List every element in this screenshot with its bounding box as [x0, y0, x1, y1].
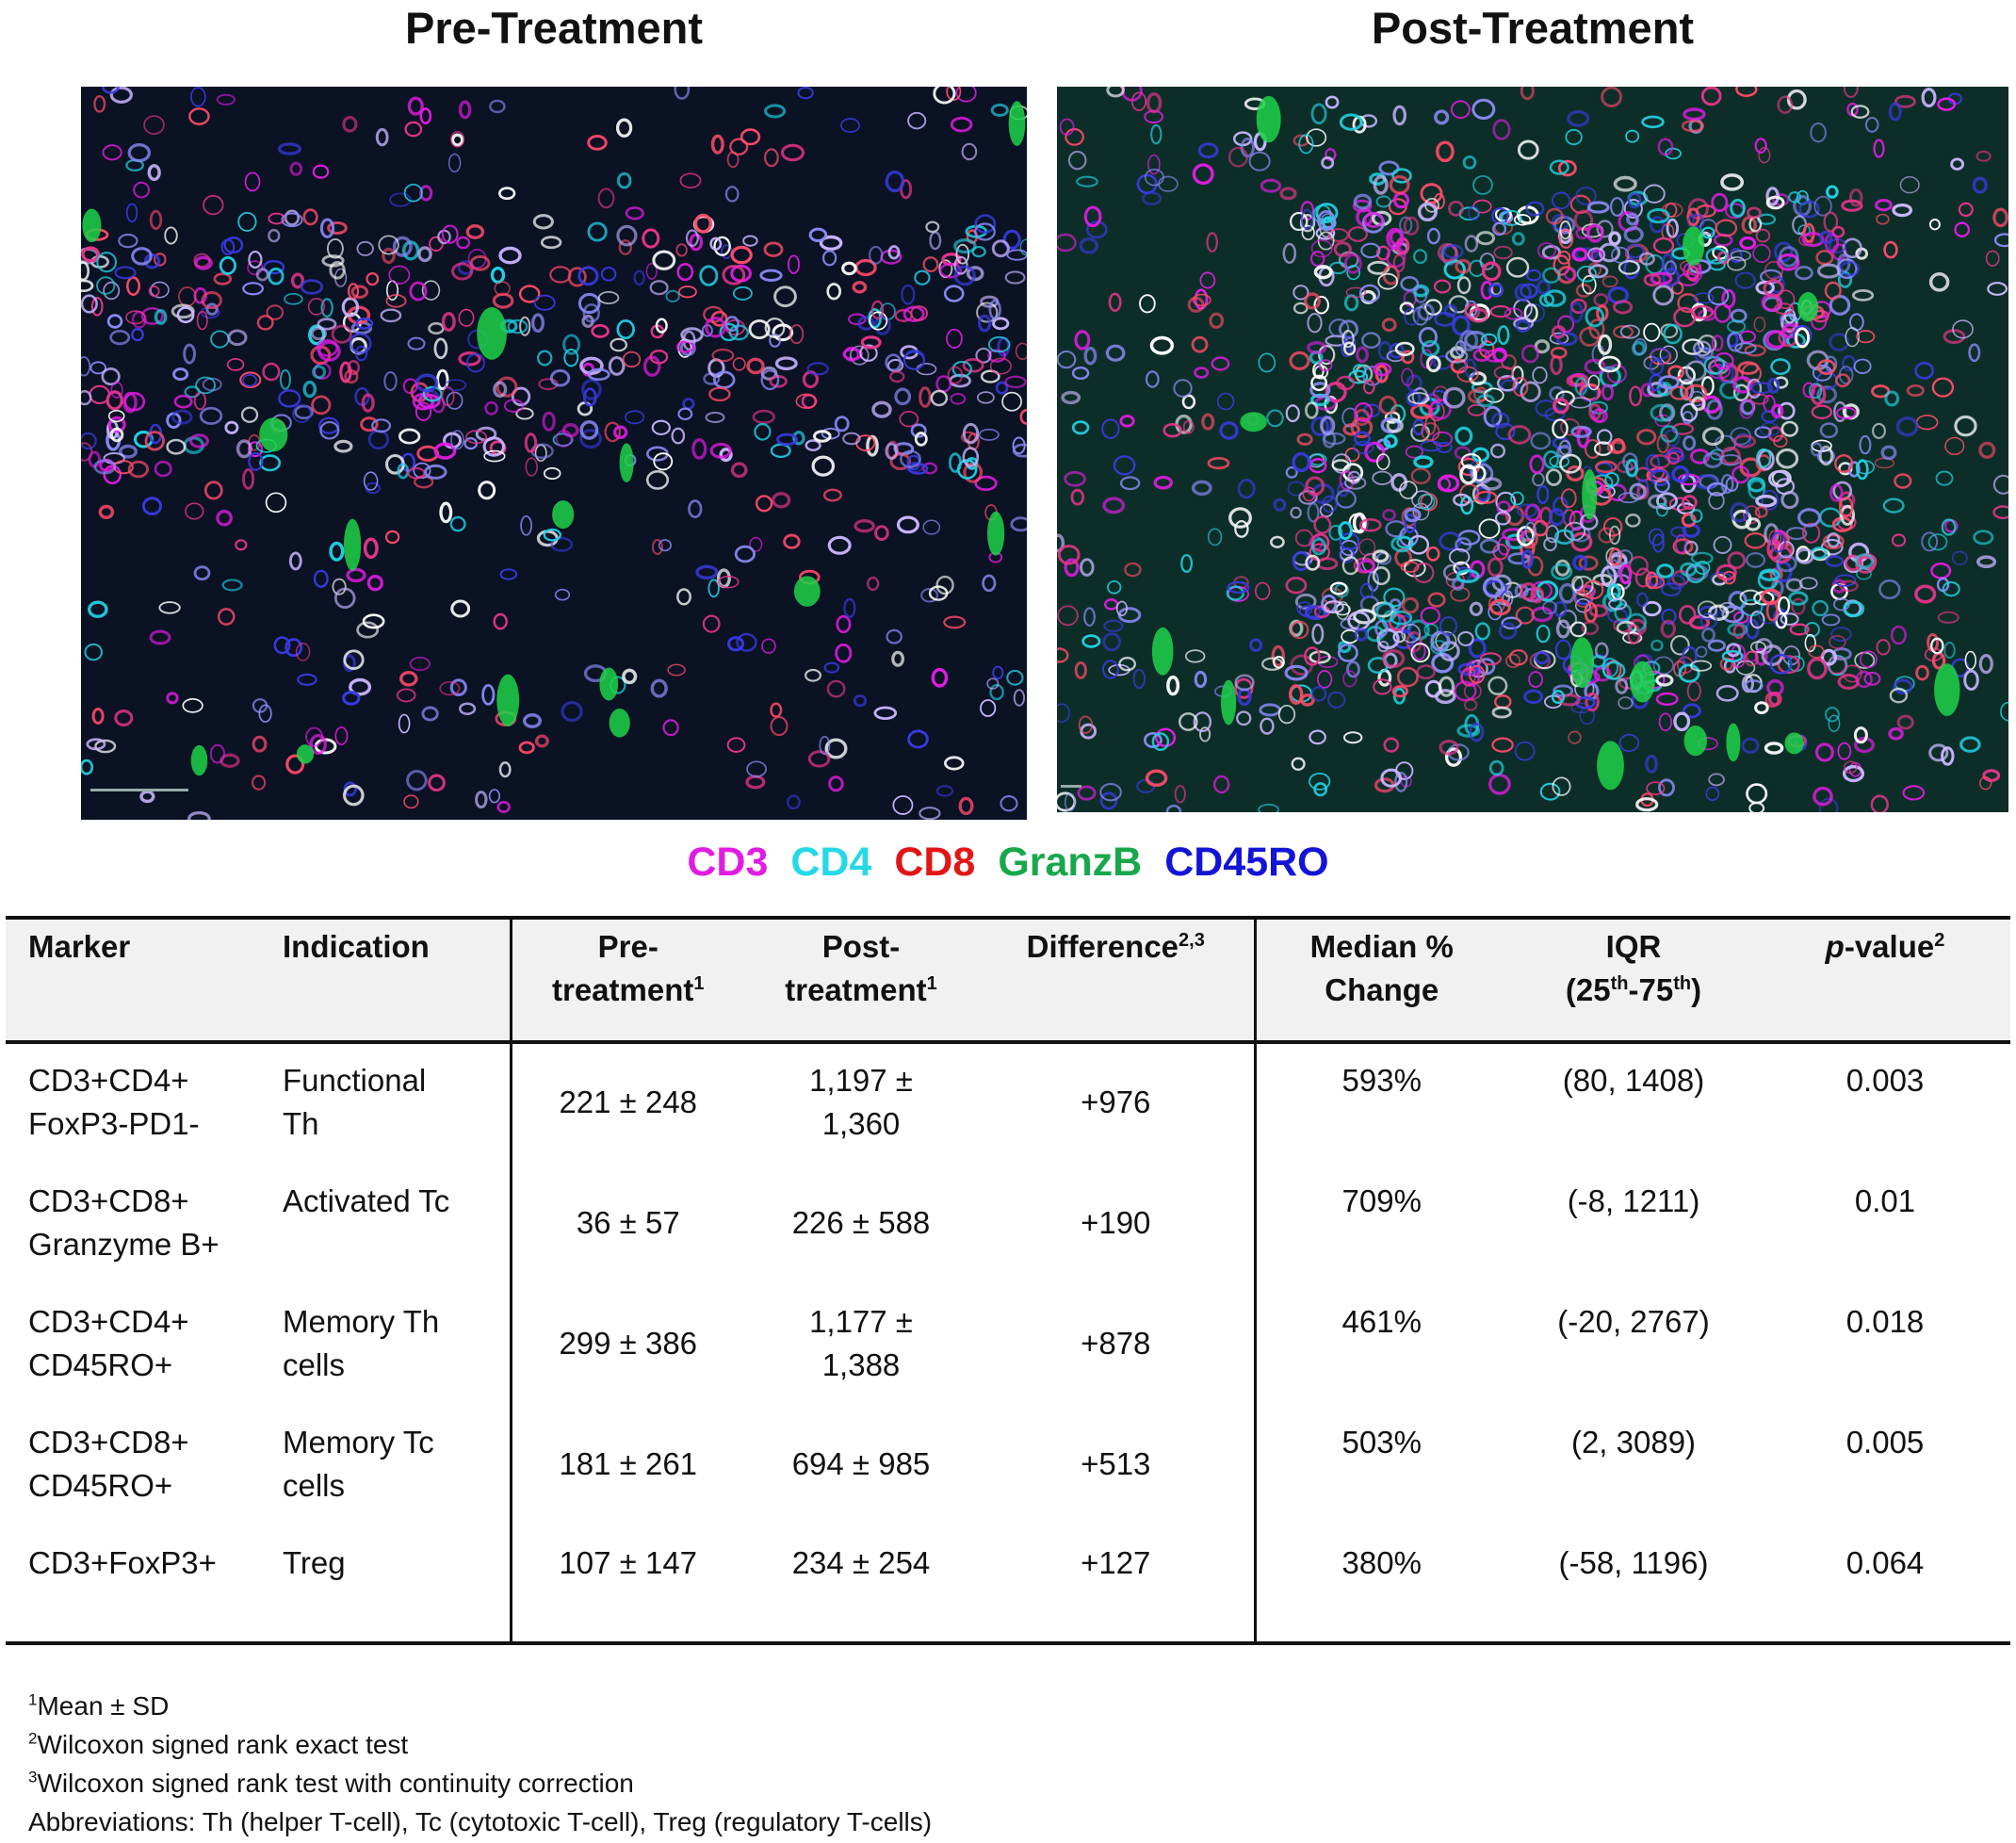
cell-marker: CD3+CD4+ CD45RO+ [28, 1304, 189, 1382]
header-marker: Marker [6, 918, 275, 1042]
cell-indication: Functional Th [283, 1063, 427, 1141]
cell-pre-treatment: 299 ± 386 [509, 1285, 744, 1406]
legend-cd45ro: CD45RO [1164, 840, 1329, 885]
cell-marker: CD3+FoxP3+ [6, 1526, 275, 1645]
cell-post-treatment: 1,177 ±1,388 [809, 1304, 913, 1382]
table-row: CD3+CD8+ CD45RO+ Memory Tc cells 181 ± 261 69… [6, 1406, 2010, 1526]
header-indication: Indication [275, 918, 511, 1042]
post-treatment-micrograph-image [1057, 87, 2008, 812]
pre-treatment-title: Pre-Treatment [404, 3, 704, 53]
post-treatment-micrograph [1057, 87, 2008, 812]
cell-difference: +190 [1081, 1205, 1151, 1240]
cell-p-value: 0.01 [1854, 1183, 1916, 1218]
header-iqr: IQR (25th-75th) [1507, 918, 1760, 1042]
cell-post-treatment: 1,197 ±1,360 [809, 1063, 913, 1141]
cell-pre-treatment: 107 ± 147 [509, 1526, 744, 1645]
header-p-value: p-value2 [1760, 918, 2010, 1042]
cell-marker: CD3+CD4+ FoxP3-PD1- [28, 1063, 200, 1141]
cell-median-change: 380% [1253, 1526, 1507, 1645]
cell-p-value: 0.005 [1845, 1425, 1925, 1460]
cell-p-value: 0.018 [1845, 1304, 1925, 1339]
post-scale-bar [1061, 785, 1081, 788]
cell-median-change: 593% [1253, 1042, 1507, 1165]
footnote-2: 2Wilcoxon signed rank exact test [28, 1729, 409, 1759]
table-footnotes: 1Mean ± SD 2Wilcoxon signed rank exact t… [28, 1687, 932, 1841]
header-pre-treatment: Pre- treatment1 [509, 918, 744, 1042]
pre-treatment-micrograph-image [81, 87, 1027, 820]
header-difference: Difference2,3 [978, 918, 1255, 1042]
header-post-treatment: Post- treatment1 [744, 918, 978, 1042]
cell-difference: +513 [1081, 1446, 1151, 1481]
cell-median-change: 709% [1253, 1165, 1507, 1285]
cell-iqr: (-20, 2767) [1557, 1304, 1710, 1339]
cell-difference: +976 [1081, 1085, 1151, 1119]
marker-color-legend: CD3 CD4 CD8 GranzB CD45RO [0, 829, 2016, 895]
table-row: CD3+FoxP3+ Treg 107 ± 147 234 ± 254 +127 380%… [6, 1526, 2010, 1645]
cell-indication: Memory Th cells [283, 1304, 440, 1382]
cell-p-value: 0.003 [1845, 1063, 1925, 1098]
cell-pre-treatment: 36 ± 57 [509, 1165, 744, 1285]
legend-cd8: CD8 [894, 840, 976, 885]
cell-indication: Treg [275, 1526, 511, 1645]
cell-post-treatment: 694 ± 985 [791, 1446, 931, 1481]
footnote-1: 1Mean ± SD [28, 1690, 170, 1721]
cell-iqr: (-58, 1196) [1507, 1526, 1760, 1645]
cell-indication: Memory Tc cells [283, 1425, 434, 1503]
cell-marker: CD3+CD8+ CD45RO+ [28, 1425, 189, 1503]
legend-granzb: GranzB [998, 840, 1143, 885]
cell-marker: CD3+CD8+ Granzyme B+ [28, 1183, 219, 1262]
cell-indication: Activated Tc [283, 1183, 450, 1218]
table-row: CD3+CD4+ FoxP3-PD1- Functional Th 221 ± 248 1… [6, 1042, 2010, 1165]
pre-scale-bar [90, 789, 188, 791]
header-median-change: Median % Change [1253, 918, 1507, 1042]
legend-cd4: CD4 [790, 840, 872, 885]
cell-iqr: (-8, 1211) [1567, 1183, 1700, 1218]
footnote-3: 3Wilcoxon signed rank test with continui… [28, 1768, 634, 1798]
table-row: CD3+CD4+ CD45RO+ Memory Th cells 299 ± 386 1,… [6, 1285, 2010, 1406]
cell-pre-treatment: 221 ± 248 [509, 1042, 744, 1165]
table-header-row: Marker Indication Pre- treatment1 Post- … [6, 918, 2010, 1042]
post-treatment-title: Post-Treatment [1371, 3, 1695, 53]
footnote-abbreviations: Abbreviations: Th (helper T-cell), Tc (c… [28, 1807, 933, 1836]
cell-post-treatment: 234 ± 254 [744, 1526, 978, 1645]
table-row: CD3+CD8+ Granzyme B+ Activated Tc 36 ± 57 22… [6, 1165, 2010, 1285]
cell-post-treatment: 226 ± 588 [791, 1205, 931, 1240]
immune-marker-table: Marker Indication Pre- treatment1 Post- … [6, 916, 2010, 1645]
cell-difference: +878 [1081, 1326, 1151, 1361]
cell-iqr: (80, 1408) [1562, 1063, 1705, 1098]
cell-iqr: (2, 3089) [1570, 1425, 1697, 1460]
cell-pre-treatment: 181 ± 261 [509, 1406, 744, 1526]
pre-treatment-micrograph [81, 87, 1027, 820]
legend-cd3: CD3 [687, 840, 769, 885]
cell-p-value: 0.064 [1760, 1526, 2010, 1645]
cell-median-change: 461% [1253, 1285, 1507, 1406]
cell-median-change: 503% [1253, 1406, 1507, 1526]
cell-difference: +127 [978, 1526, 1255, 1645]
